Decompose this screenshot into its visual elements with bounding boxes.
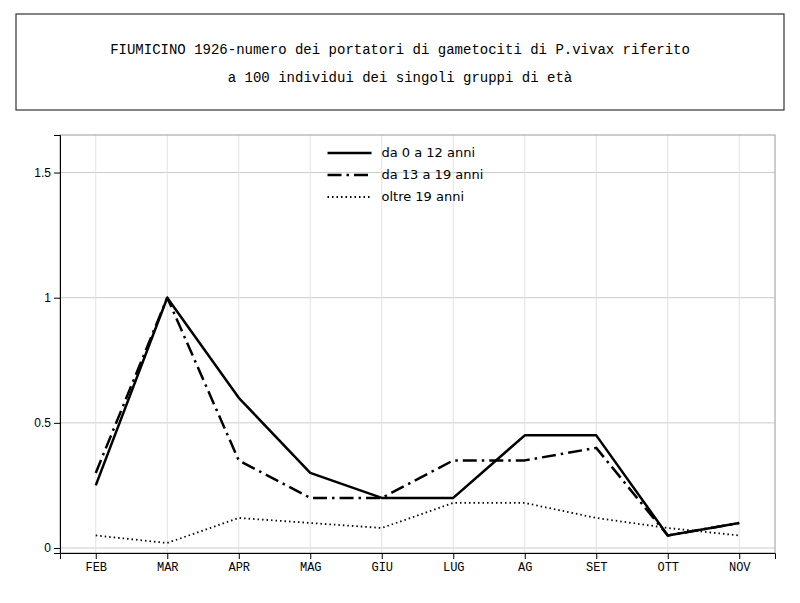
x-tick-label: MAG — [300, 561, 322, 575]
y-tick: 1.5 — [34, 166, 60, 180]
x-tick-mark — [453, 553, 454, 559]
x-axis-line — [61, 554, 776, 560]
x-tick-mark — [668, 553, 669, 559]
y-tick-label: 1 — [44, 291, 51, 305]
y-tick-label: 1.5 — [34, 166, 51, 180]
series-line — [96, 503, 740, 543]
grid — [60, 135, 775, 553]
x-tick: AG — [518, 553, 532, 575]
y-tick-mark — [54, 173, 60, 174]
grid-line-x — [95, 135, 96, 553]
x-tick-mark — [96, 553, 97, 559]
x-tick: SET — [586, 553, 608, 575]
x-tick-mark — [310, 553, 311, 559]
x-tick-mark — [525, 553, 526, 559]
x-tick-label: SET — [586, 561, 608, 575]
plot-frame — [60, 135, 775, 553]
legend-swatch — [328, 174, 372, 177]
chart: FIUMICINO 1926-numero dei portatori di g… — [0, 0, 800, 603]
series-line — [96, 298, 740, 536]
y-tick-mark — [54, 423, 60, 424]
legend-label: da 0 a 12 anni — [382, 145, 476, 160]
y-tick-label: 0.5 — [34, 416, 51, 430]
legend: da 0 a 12 anni da 13 a 19 anni oltre 19 an… — [328, 145, 484, 204]
x-tick-label: APR — [228, 561, 250, 575]
x-tick-mark — [596, 553, 597, 559]
legend-label: oltre 19 anni — [382, 189, 465, 204]
x-tick-label: MAR — [157, 561, 179, 575]
x-tick-label: OTT — [657, 561, 679, 575]
grid-line-x — [238, 135, 239, 553]
x-tick-label: NOV — [729, 561, 751, 575]
title: FIUMICINO 1926-numero dei portatori di g… — [110, 42, 690, 58]
series-line — [96, 298, 740, 536]
x-tick-label: FEB — [85, 561, 107, 575]
y-axis-line — [54, 136, 61, 554]
legend-label: da 13 a 19 anni — [382, 167, 484, 182]
grid-line-x — [739, 135, 740, 553]
x-tick: OTT — [657, 553, 679, 575]
subtitle: a 100 individui dei singoli gruppi di et… — [228, 70, 572, 86]
x-tick: MAG — [300, 553, 322, 575]
x-tick-mark — [739, 553, 740, 559]
title-box — [16, 14, 784, 110]
x-tick: LUG — [443, 553, 465, 575]
y-tick: 0.5 — [34, 416, 60, 430]
plot: FEB MAR APR MAG GIU LUG AG SET OTT NOV 0 0.5 1 1.5 da … — [34, 135, 775, 575]
legend-swatch — [328, 152, 372, 155]
y-tick-mark — [54, 548, 60, 549]
x-tick-mark — [239, 553, 240, 559]
x-tick: APR — [228, 553, 250, 575]
grid-line-x — [524, 135, 525, 553]
y-tick-label: 0 — [44, 541, 51, 555]
grid-line-x — [667, 135, 668, 553]
y-tick: 1 — [44, 291, 60, 305]
x-tick-mark — [382, 553, 383, 559]
x-tick-label: AG — [518, 561, 532, 575]
y-axis: 0 0.5 1 1.5 — [34, 136, 60, 556]
x-tick-label: LUG — [443, 561, 465, 575]
legend-swatch — [328, 196, 372, 198]
x-tick: MAR — [157, 553, 179, 575]
y-tick: 0 — [44, 541, 60, 555]
y-tick-mark — [54, 298, 60, 299]
x-axis: FEB MAR APR MAG GIU LUG AG SET OTT NOV — [61, 553, 776, 575]
grid-line-x — [310, 135, 311, 553]
x-tick-mark — [167, 553, 168, 559]
x-tick: FEB — [85, 553, 107, 575]
grid-line-x — [167, 135, 168, 553]
x-tick: GIU — [371, 553, 393, 575]
x-tick: NOV — [729, 553, 751, 575]
x-tick-label: GIU — [371, 561, 393, 575]
lines — [96, 298, 740, 543]
grid-line-x — [596, 135, 597, 553]
